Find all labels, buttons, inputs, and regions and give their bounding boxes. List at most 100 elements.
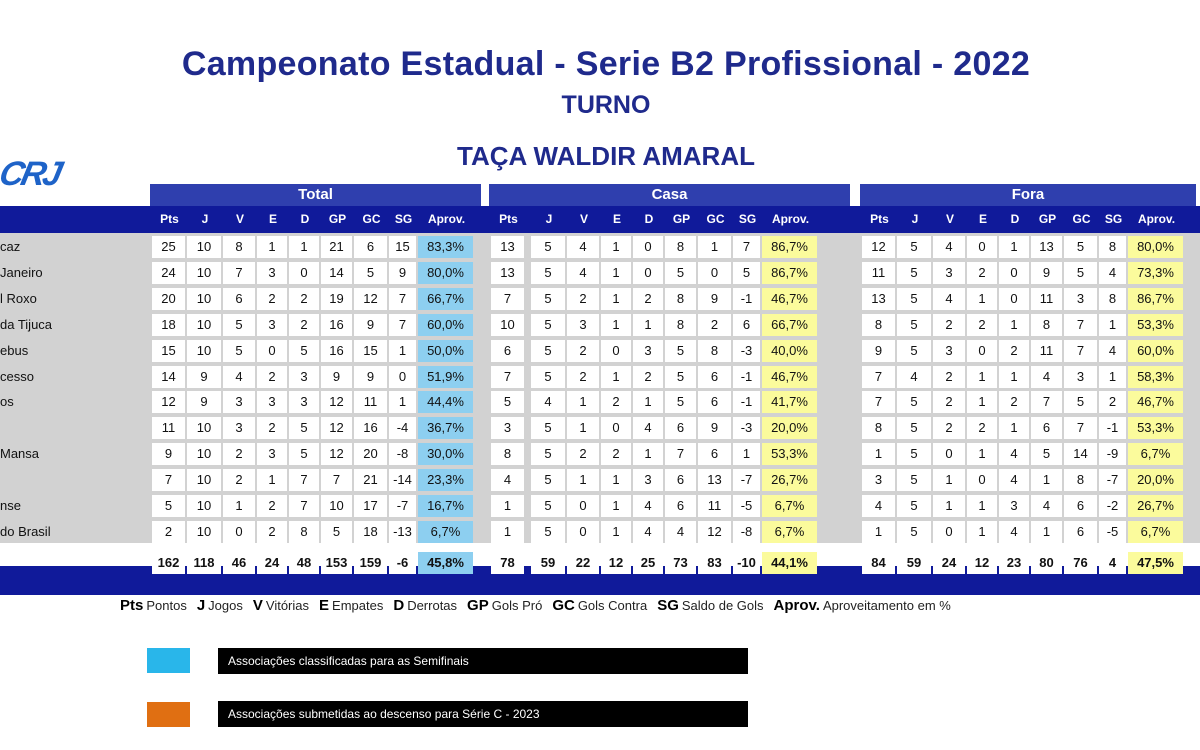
- table-cell-fora: 6,7%: [1128, 520, 1183, 543]
- table-cell-total: 21: [354, 469, 387, 492]
- table-cell-total: 80,0%: [418, 261, 473, 284]
- table-cell-total: 5: [289, 339, 319, 362]
- table-cell-total: 10: [187, 313, 221, 336]
- table-cell-casa: 0: [567, 495, 599, 517]
- table-cell-fora: 1: [1031, 469, 1062, 492]
- table-cell-total: 6: [354, 236, 387, 258]
- table-cell-casa: 6: [698, 365, 731, 388]
- table-cell-casa: 13: [491, 236, 524, 258]
- cup-title: TAÇA WALDIR AMARAL: [457, 141, 755, 171]
- table-cell-fora: 60,0%: [1128, 339, 1183, 362]
- table-cell-total: 50,0%: [418, 339, 473, 362]
- table-cell-fora: 26,7%: [1128, 495, 1183, 517]
- table-cell-casa: 5: [531, 261, 565, 284]
- column-header-fora-e: E: [978, 212, 987, 226]
- table-cell-casa: 86,7%: [762, 236, 817, 258]
- totals-cell-total: 48: [289, 551, 319, 574]
- legend-abbr: GC: [552, 597, 575, 614]
- table-cell-fora: 5: [897, 339, 931, 362]
- table-cell-total: 14: [321, 261, 352, 284]
- table-cell-total: 2: [257, 417, 287, 440]
- table-cell-casa: 9: [698, 287, 731, 310]
- table-cell-fora: 1: [999, 236, 1029, 258]
- table-cell-casa: 1: [567, 417, 599, 440]
- table-cell-casa: 2: [601, 391, 631, 414]
- table-cell-fora: 13: [862, 287, 895, 310]
- table-cell-casa: 3: [633, 469, 663, 492]
- table-cell-total: 60,0%: [418, 313, 473, 336]
- table-cell-casa: 5: [531, 339, 565, 362]
- table-cell-total: 15: [152, 339, 185, 362]
- totals-cell-total: 153: [321, 551, 352, 574]
- totals-cell-fora: 84: [862, 551, 895, 574]
- table-cell-fora: 2: [999, 391, 1029, 414]
- totals-cell-fora: 12: [967, 551, 997, 574]
- table-cell-casa: 1: [567, 469, 599, 492]
- column-header-casa-v: V: [579, 212, 588, 226]
- table-cell-fora: 0: [967, 339, 997, 362]
- table-cell-total: -8: [389, 443, 416, 466]
- table-cell-total: 15: [354, 339, 387, 362]
- table-cell-total: -4: [389, 417, 416, 440]
- table-cell-total: 5: [354, 261, 387, 284]
- table-cell-fora: 11: [1031, 287, 1062, 310]
- column-header-fora-sg: SG: [1104, 212, 1123, 226]
- table-cell-total: 24: [152, 261, 185, 284]
- totals-cell-fora: 80: [1031, 551, 1062, 574]
- table-cell-fora: 53,3%: [1128, 417, 1183, 440]
- table-cell-total: 0: [389, 365, 416, 388]
- totals-cell-fora: 47,5%: [1128, 551, 1183, 574]
- table-cell-total: 4: [223, 365, 255, 388]
- table-cell-total: 2: [223, 443, 255, 466]
- table-cell-fora: 3: [933, 339, 965, 362]
- table-cell-total: 10: [321, 495, 352, 517]
- page-title: Campeonato Estadual - Serie B2 Profissio…: [181, 45, 1031, 83]
- table-cell-total: 14: [152, 365, 185, 388]
- table-cell-fora: 9: [1031, 261, 1062, 284]
- table-cell-total: -13: [389, 520, 416, 543]
- legend-text: Derrotas: [407, 598, 458, 613]
- table-cell-casa: 1: [601, 365, 631, 388]
- table-cell-total: 1: [257, 469, 287, 492]
- totals-cell-casa: 83: [698, 551, 731, 574]
- table-cell-fora: -9: [1099, 443, 1126, 466]
- table-cell-fora: 1: [999, 313, 1029, 336]
- table-cell-casa: 5: [531, 443, 565, 466]
- legend-abbr: GP: [467, 597, 489, 614]
- table-cell-casa: 4: [567, 236, 599, 258]
- table-cell-total: 10: [187, 417, 221, 440]
- section-head-casa: Casa: [489, 184, 850, 206]
- totals-cell-fora: 59: [897, 551, 931, 574]
- legend-abbr: D: [393, 597, 405, 614]
- table-cell-total: 5: [321, 520, 352, 543]
- table-cell-total: 9: [187, 391, 221, 414]
- table-cell-fora: 4: [933, 287, 965, 310]
- table-cell-fora: 2: [1099, 391, 1126, 414]
- table-cell-fora: 0: [967, 236, 997, 258]
- table-cell-total: 16: [354, 417, 387, 440]
- table-cell-casa: 7: [665, 443, 696, 466]
- table-cell-total: 7: [223, 261, 255, 284]
- table-cell-total: 36,7%: [418, 417, 473, 440]
- column-header-band: [0, 206, 1200, 233]
- table-cell-casa: -1: [733, 287, 760, 310]
- table-cell-total: 3: [257, 391, 287, 414]
- table-cell-casa: 3: [491, 417, 524, 440]
- legend-text: Gols Pró: [491, 598, 543, 613]
- table-cell-total: 23,3%: [418, 469, 473, 492]
- table-cell-total: 9: [354, 365, 387, 388]
- table-cell-casa: 1: [633, 443, 663, 466]
- column-header-casa-gp: GP: [672, 212, 691, 226]
- table-cell-total: 1: [257, 236, 287, 258]
- table-cell-casa: 1: [633, 391, 663, 414]
- table-cell-casa: 6,7%: [762, 495, 817, 517]
- column-header-casa-gc: GC: [706, 212, 725, 226]
- totals-cell-total: 159: [354, 551, 387, 574]
- table-cell-casa: -1: [733, 365, 760, 388]
- table-cell-fora: 0: [999, 287, 1029, 310]
- table-cell-casa: -3: [733, 339, 760, 362]
- team-name: cesso: [0, 365, 146, 388]
- table-cell-fora: 8: [1064, 469, 1097, 492]
- table-cell-total: 2: [257, 287, 287, 310]
- table-cell-fora: 58,3%: [1128, 365, 1183, 388]
